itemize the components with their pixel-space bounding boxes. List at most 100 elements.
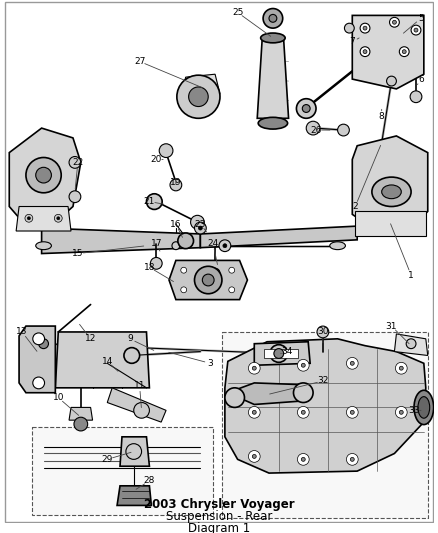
Polygon shape <box>19 326 55 393</box>
Circle shape <box>159 144 173 158</box>
Circle shape <box>301 457 305 462</box>
Ellipse shape <box>418 397 430 418</box>
Circle shape <box>360 47 370 56</box>
Circle shape <box>301 410 305 414</box>
Circle shape <box>36 167 51 183</box>
Circle shape <box>399 366 403 370</box>
Circle shape <box>406 339 416 349</box>
Circle shape <box>194 222 206 234</box>
Circle shape <box>198 226 202 230</box>
Circle shape <box>28 217 30 220</box>
Circle shape <box>269 14 277 22</box>
Circle shape <box>248 362 260 374</box>
Circle shape <box>181 287 187 293</box>
Circle shape <box>39 339 49 349</box>
Circle shape <box>189 87 208 107</box>
Text: 32: 32 <box>317 376 328 385</box>
Circle shape <box>274 349 284 358</box>
Circle shape <box>363 26 367 30</box>
Circle shape <box>396 407 407 418</box>
Circle shape <box>306 121 320 135</box>
Circle shape <box>202 274 214 286</box>
Circle shape <box>69 157 81 168</box>
Ellipse shape <box>261 33 285 43</box>
Circle shape <box>399 410 403 414</box>
Text: Suspension - Rear: Suspension - Rear <box>166 510 272 523</box>
Circle shape <box>297 454 309 465</box>
Circle shape <box>344 23 354 33</box>
Text: 5: 5 <box>418 14 424 23</box>
Circle shape <box>150 257 162 269</box>
Circle shape <box>350 457 354 462</box>
Circle shape <box>194 266 222 294</box>
Polygon shape <box>117 486 152 505</box>
Polygon shape <box>225 339 426 473</box>
Circle shape <box>392 20 396 24</box>
Circle shape <box>172 242 180 249</box>
Text: 17: 17 <box>151 239 162 248</box>
Polygon shape <box>352 15 424 89</box>
Circle shape <box>229 287 235 293</box>
Circle shape <box>124 348 140 364</box>
Text: 6: 6 <box>418 75 424 84</box>
Circle shape <box>126 443 141 459</box>
Circle shape <box>297 407 309 418</box>
Ellipse shape <box>414 390 434 425</box>
Text: 12: 12 <box>85 334 96 343</box>
Circle shape <box>389 18 399 27</box>
Polygon shape <box>254 342 310 365</box>
Circle shape <box>402 50 406 54</box>
Ellipse shape <box>36 242 51 249</box>
Circle shape <box>411 25 421 35</box>
Bar <box>222 332 428 518</box>
Circle shape <box>181 267 187 273</box>
Circle shape <box>33 377 45 389</box>
Text: 33: 33 <box>408 406 420 415</box>
Text: 28: 28 <box>144 477 155 486</box>
Text: 10: 10 <box>53 393 64 402</box>
Circle shape <box>302 104 310 112</box>
Circle shape <box>297 99 316 118</box>
Circle shape <box>54 214 62 222</box>
Circle shape <box>252 410 256 414</box>
Circle shape <box>396 362 407 374</box>
Circle shape <box>146 194 162 209</box>
Polygon shape <box>55 332 149 388</box>
Circle shape <box>338 124 350 136</box>
Polygon shape <box>42 228 200 254</box>
Bar <box>32 427 213 515</box>
Polygon shape <box>257 40 289 118</box>
Circle shape <box>219 240 231 252</box>
Text: 11: 11 <box>134 381 145 390</box>
Polygon shape <box>181 74 220 97</box>
Circle shape <box>387 76 396 86</box>
Polygon shape <box>169 261 247 300</box>
Text: 15: 15 <box>72 249 84 258</box>
Circle shape <box>191 215 204 229</box>
Circle shape <box>399 47 409 56</box>
Circle shape <box>297 359 309 371</box>
Text: 2: 2 <box>353 202 358 211</box>
Circle shape <box>263 9 283 28</box>
Circle shape <box>74 417 88 431</box>
Circle shape <box>248 407 260 418</box>
Ellipse shape <box>35 335 53 352</box>
Text: 30: 30 <box>317 327 328 336</box>
Text: 34: 34 <box>281 347 292 356</box>
Text: 29: 29 <box>102 455 113 464</box>
Text: 22: 22 <box>72 158 84 167</box>
Text: 2003 Chrysler Voyager: 2003 Chrysler Voyager <box>144 498 294 511</box>
Text: 19: 19 <box>170 177 182 187</box>
Circle shape <box>301 364 305 367</box>
Bar <box>264 349 298 358</box>
Polygon shape <box>228 383 308 405</box>
Text: 8: 8 <box>379 112 385 121</box>
Polygon shape <box>352 136 428 231</box>
Circle shape <box>346 454 358 465</box>
Circle shape <box>293 383 313 402</box>
Polygon shape <box>355 212 426 236</box>
Polygon shape <box>9 128 81 224</box>
Text: 24: 24 <box>208 239 219 248</box>
Text: 20: 20 <box>151 155 162 164</box>
Circle shape <box>360 23 370 33</box>
